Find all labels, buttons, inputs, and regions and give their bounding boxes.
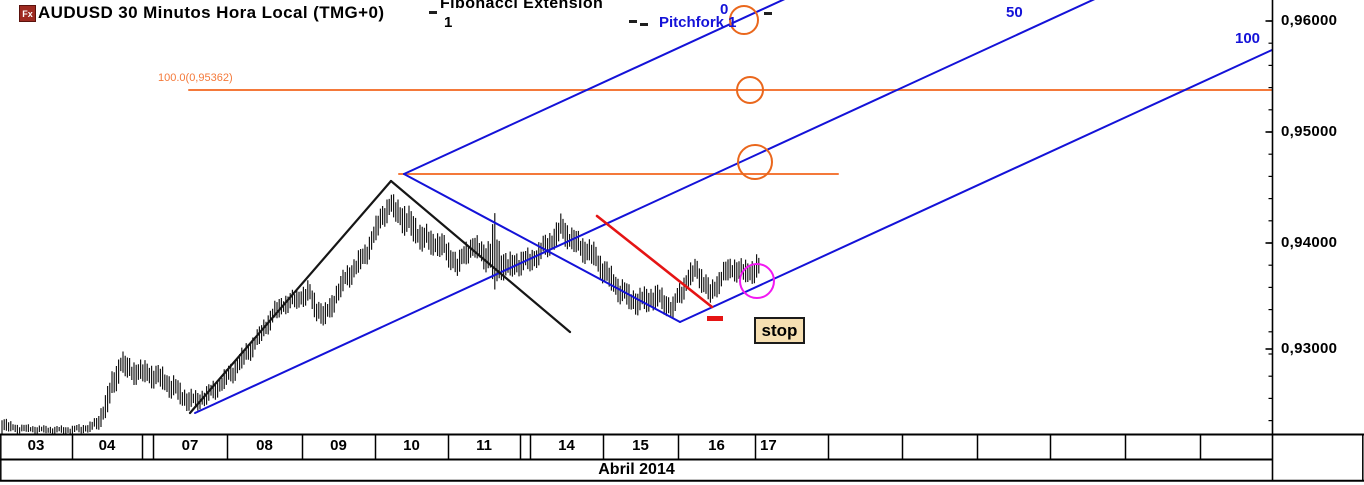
x-axis-date-label: 10 — [403, 437, 420, 454]
orange-circle-mid[interactable] — [736, 76, 764, 104]
red-trend-segment[interactable] — [595, 214, 714, 309]
x-axis-date-label: 17 — [760, 437, 777, 454]
y-axis-label: 0,94000 — [1281, 234, 1338, 251]
pitchfork-tine-100[interactable] — [679, 49, 1273, 323]
x-axis-date-label: 15 — [632, 437, 649, 454]
x-axis-date-label: 16 — [708, 437, 725, 454]
pitchfork-pivot-connector[interactable] — [403, 173, 681, 323]
dropdown-dash-icon[interactable] — [640, 23, 648, 26]
x-axis-date-label: 04 — [98, 437, 116, 454]
dropdown-dash-icon[interactable] — [629, 20, 637, 23]
x-axis-date-label: 07 — [181, 437, 199, 454]
price-bars — [1, 194, 760, 435]
x-axis-date-label: 08 — [256, 437, 273, 454]
tool-label-pitchfork[interactable]: Pitchfork 1 — [659, 14, 737, 31]
x-axis-month-label: Abril 2014 — [598, 461, 675, 478]
y-axis-label: 0,95000 — [1281, 123, 1338, 140]
x-axis-date-label: 11 — [476, 437, 492, 454]
x-axis-date-label: 09 — [330, 437, 347, 454]
fx-symbol-icon: Fx — [19, 5, 36, 22]
pitchfork-tine-0[interactable] — [403, 0, 787, 175]
dropdown-dash-icon[interactable] — [429, 11, 437, 14]
uptrend-line[interactable] — [188, 179, 393, 415]
x-axis-date-label: 03 — [27, 437, 45, 454]
dropdown-dash-icon[interactable] — [764, 12, 772, 15]
downtrend-line[interactable] — [389, 179, 572, 334]
orange-circle-top[interactable] — [729, 5, 759, 35]
pitchfork-label-50: 50 — [1006, 4, 1023, 21]
tool-label-fibonacci-number[interactable]: 1 — [444, 14, 453, 31]
stop-annotation-label[interactable]: stop — [754, 317, 805, 344]
y-axis-label: 0,96000 — [1281, 12, 1338, 29]
red-stop-dash[interactable] — [707, 316, 723, 321]
y-axis-label: 0,93000 — [1281, 340, 1338, 357]
orange-circle-lower[interactable] — [737, 144, 773, 180]
fib-level-label: 100.0(0,95362) — [158, 72, 233, 84]
pitchfork-median-50[interactable] — [194, 0, 1097, 414]
x-axis-date-label: 14 — [558, 437, 575, 454]
pitchfork-label-100: 100 — [1235, 30, 1261, 47]
magenta-circle-entry[interactable] — [739, 263, 775, 299]
pitchfork-label-0: 0 — [720, 1, 729, 18]
tool-label-fibonacci-extension[interactable]: Fibonacci Extension — [440, 0, 604, 12]
chart-title: AUDUSD 30 Minutos Hora Local (TMG+0) — [38, 3, 385, 22]
